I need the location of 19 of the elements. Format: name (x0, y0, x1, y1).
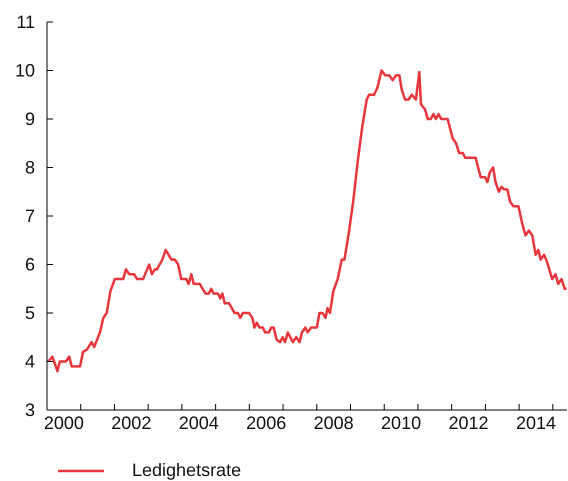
y-tick-label: 10 (14, 60, 35, 80)
x-tick-label: 2010 (381, 413, 422, 433)
x-tick-label: 2014 (516, 413, 556, 433)
y-tick-label: 3 (24, 400, 35, 420)
x-tick-label: 2006 (246, 413, 286, 433)
x-tick-label: 2000 (44, 413, 84, 433)
x-tick-label: 2008 (314, 413, 354, 433)
y-tick-label: 6 (24, 254, 35, 274)
y-tick-label: 5 (24, 303, 35, 323)
line-series (47, 69, 567, 372)
y-tick-label: 9 (24, 109, 35, 129)
y-tick-label: 4 (24, 352, 35, 372)
x-tick-label: 2012 (448, 413, 489, 433)
x-tick-label: 2002 (111, 413, 152, 433)
x-tick-label: 2004 (178, 413, 219, 433)
y-tick-label: 8 (24, 158, 35, 178)
legend-label: Ledighetsrate (132, 460, 242, 481)
y-tick-label: 11 (16, 12, 35, 32)
y-tick-label: 7 (24, 206, 35, 226)
